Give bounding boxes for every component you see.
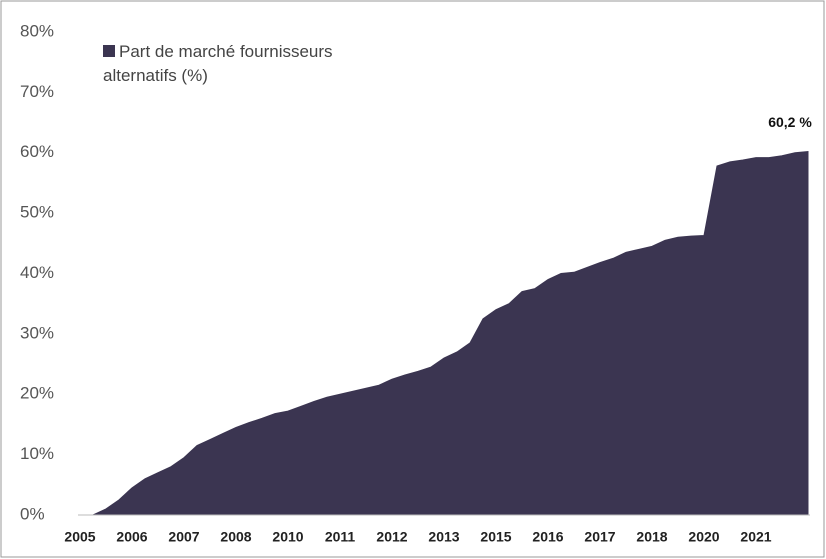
y-tick-label: 50% <box>20 203 54 222</box>
x-tick-label: 2008 <box>220 529 251 545</box>
legend: Part de marché fournisseurs alternatifs … <box>103 40 373 88</box>
y-tick-label: 60% <box>20 142 54 161</box>
area <box>80 150 809 516</box>
y-tick-label: 0% <box>20 504 45 523</box>
x-tick-label: 2005 <box>64 529 95 545</box>
y-tick-label: 70% <box>20 82 54 101</box>
y-tick-label: 20% <box>20 384 54 403</box>
x-tick-label: 2006 <box>116 529 147 545</box>
x-tick-label: 2021 <box>740 529 771 545</box>
x-tick-label: 2020 <box>688 529 719 545</box>
x-tick-label: 2011 <box>325 529 356 545</box>
y-tick-label: 40% <box>20 263 54 282</box>
x-tick-label: 2010 <box>272 529 303 545</box>
x-tick-label: 2013 <box>428 529 459 545</box>
legend-swatch <box>103 45 115 57</box>
x-tick-label: 2015 <box>480 529 511 545</box>
x-tick-label: 2016 <box>532 529 563 545</box>
x-tick-label: 2018 <box>636 529 667 545</box>
legend-label: Part de marché fournisseurs alternatifs … <box>103 42 333 85</box>
x-tick-label: 2007 <box>168 529 199 545</box>
data-label: 60,2 % <box>768 114 812 130</box>
x-tick-label: 2012 <box>376 529 407 545</box>
x-tick-label: 2017 <box>584 529 615 545</box>
y-tick-label: 80% <box>20 21 54 40</box>
y-tick-label: 10% <box>20 444 54 463</box>
y-tick-label: 30% <box>20 323 54 342</box>
